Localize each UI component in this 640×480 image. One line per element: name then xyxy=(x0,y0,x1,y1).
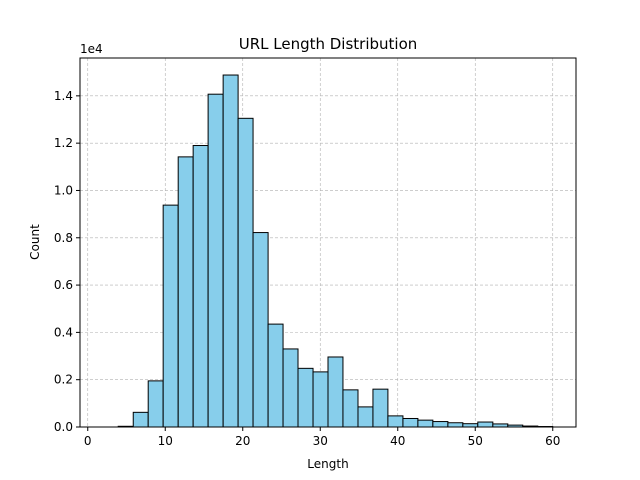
histogram-bar xyxy=(222,74,239,428)
histogram-bar xyxy=(132,411,149,428)
x-tick-label: 30 xyxy=(313,434,328,448)
histogram-bar xyxy=(147,380,164,428)
y-tick-label: 1.0 xyxy=(54,183,73,197)
y-tick-label: 1.4 xyxy=(54,89,73,103)
y-tick-label: 0.8 xyxy=(54,231,73,245)
x-tick-label: 60 xyxy=(545,434,560,448)
histogram-bar xyxy=(237,117,254,428)
y-tick-label: 0.6 xyxy=(54,278,73,292)
y-tick-label: 1.2 xyxy=(54,136,73,150)
histogram-bar xyxy=(357,406,374,428)
x-axis-label: Length xyxy=(307,457,348,471)
plot-frame xyxy=(79,57,577,428)
chart-title: URL Length Distribution xyxy=(239,35,418,53)
x-tick-label: 20 xyxy=(235,434,250,448)
x-tick-label: 10 xyxy=(158,434,173,448)
histogram-bar xyxy=(327,356,344,428)
histogram-bar xyxy=(432,421,449,428)
y-scale-offset-label: 1e4 xyxy=(80,42,103,56)
histogram-bar xyxy=(477,421,494,428)
histogram-bar xyxy=(402,417,419,428)
histogram-bar xyxy=(177,156,194,428)
histogram-bar xyxy=(252,232,269,428)
histogram-bar xyxy=(372,388,389,428)
histogram-bar xyxy=(192,145,209,428)
histogram-bar xyxy=(417,419,434,428)
y-tick-label: 0.4 xyxy=(54,325,73,339)
histogram-bar xyxy=(162,204,179,428)
y-tick-label: 0.0 xyxy=(54,420,73,434)
y-axis-label: Count xyxy=(28,224,42,260)
histogram-bar xyxy=(387,415,404,428)
histogram-bar xyxy=(282,348,299,428)
y-tick-label: 0.2 xyxy=(54,373,73,387)
histogram-bar xyxy=(312,371,329,428)
histogram-bars xyxy=(117,74,554,428)
histogram-bar xyxy=(447,422,464,428)
x-tick-label: 50 xyxy=(468,434,483,448)
x-tick-label: 40 xyxy=(390,434,405,448)
axis-ticks: 0 10 20 30 40 50 60 0.0 0.2 0.4 0.6 0.8 1.0 1.2 1.4 xyxy=(54,89,560,448)
histogram-bar xyxy=(267,323,284,428)
histogram-bar xyxy=(207,93,224,428)
x-tick-label: 0 xyxy=(84,434,92,448)
histogram-bar xyxy=(342,389,359,428)
histogram-bar xyxy=(297,367,314,428)
